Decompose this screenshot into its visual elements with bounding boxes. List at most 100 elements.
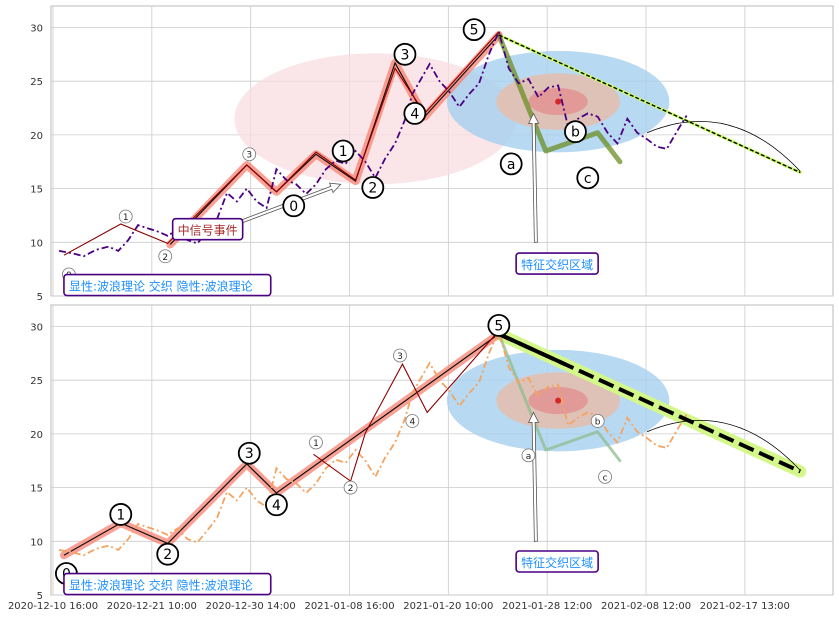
wave-label-small-circle (405, 414, 420, 428)
wave-center-line (63, 333, 500, 556)
x-tick-label: 2020-12-10 16:00 (8, 601, 98, 612)
wave-label-large: b (571, 125, 580, 141)
wave-label-large: 2 (163, 547, 172, 563)
top-wave-chart: 5101520253001234123450abc中信号事件特征交织区域显性:波… (30, 5, 834, 303)
trend-line-solid (498, 332, 567, 367)
price-series (58, 29, 688, 258)
wave-label-small-circle (521, 448, 536, 463)
wave-label-large-circle (109, 503, 133, 526)
wave-label-large: 1 (339, 144, 348, 160)
wave-label-large: 4 (272, 498, 281, 514)
wave-label-large: 1 (116, 507, 125, 523)
wave-label-large-circle (331, 139, 355, 163)
wave-label-small-circle (393, 348, 407, 363)
price-series (313, 330, 500, 483)
annotation-text: 中信号事件 (178, 223, 238, 238)
shared-x-axis: 2020-12-10 16:00 2020-12-21 10:00 2020-12-… (8, 601, 790, 612)
arrow-shape (527, 411, 540, 542)
wave-label-large-circle (487, 314, 511, 337)
arrow-shape (527, 112, 540, 243)
wave-label-small-circle (158, 249, 173, 264)
annotation-text: 特征交织区域 (521, 555, 593, 570)
x-tick-label: 2021-01-20 10:00 (403, 601, 493, 612)
x-tick-label: 2021-01-08 16:00 (304, 601, 394, 612)
wave-label-large-circle (156, 542, 180, 566)
wave-label-small: c (603, 473, 608, 483)
wave-label-small: 2 (162, 253, 168, 263)
y-tick-label: 20 (30, 131, 43, 142)
wave-label-large: 3 (245, 446, 254, 462)
wave-label-large-circle (499, 152, 523, 176)
annotation-arrow (527, 411, 540, 542)
annotation-arrow (527, 112, 540, 243)
y-tick-label: 15 (30, 484, 43, 495)
trend-line (498, 34, 801, 174)
price-series (58, 328, 688, 557)
y-tick-label: 10 (30, 238, 43, 249)
wave-label-large: a (507, 157, 516, 173)
price-series (63, 31, 500, 256)
annotation-text: 特征交织区域 (521, 257, 593, 272)
wave-label-small-circle (118, 209, 133, 224)
projection-arc (646, 420, 801, 471)
wave-label-small-circle (309, 435, 323, 450)
wave-label-large: 3 (400, 47, 409, 63)
annotation-text: 显性:波浪理论 交织 隐性:波浪理论 (69, 279, 253, 294)
wave-label-small: a (526, 452, 532, 462)
annotation-box (63, 572, 272, 596)
wave-label-small: 3 (397, 352, 403, 362)
projection-arc (646, 121, 801, 172)
wave-label-small: 4 (409, 418, 415, 428)
x-tick-label: 2020-12-21 10:00 (107, 601, 197, 612)
y-tick-label: 25 (30, 77, 43, 88)
annotation-box (63, 273, 272, 297)
annotation-text: 显性:波浪理论 交织 隐性:波浪理论 (69, 578, 253, 593)
wave-label-large: 2 (368, 181, 377, 197)
x-tick-label: 2021-02-17 13:00 (700, 601, 790, 612)
target-zone-center (555, 98, 562, 105)
annotation-box (171, 217, 244, 241)
wave-label-large-circle (237, 441, 261, 465)
wave-label-large-circle (265, 493, 288, 517)
wave-line (497, 332, 622, 463)
wave-label-large: 5 (494, 318, 503, 334)
y-tick-label: 5 (37, 292, 43, 303)
wave-label-small-circle (590, 414, 605, 428)
y-tick-label: 10 (30, 537, 43, 548)
wave-label-large: 0 (289, 199, 298, 215)
wave-label-large-circle (576, 166, 600, 190)
plot-frame (50, 304, 834, 596)
wave-label-large: 5 (470, 23, 479, 39)
y-tick-label: 25 (30, 376, 43, 387)
wave-label-large: c (584, 171, 592, 187)
wave-label-small: b (595, 418, 601, 428)
x-tick-label: 2021-01-28 12:00 (502, 601, 592, 612)
annotation-box (515, 550, 599, 573)
wave-label-small: 1 (313, 439, 319, 449)
target-zone-center (555, 397, 562, 404)
y-tick-label: 5 (37, 591, 43, 602)
wave-label-small: 2 (348, 484, 354, 494)
y-tick-label: 30 (30, 322, 43, 333)
wave-label-large-circle (282, 194, 306, 218)
wave-label-small: 3 (246, 151, 252, 161)
wave-label-small: 1 (123, 213, 129, 223)
x-tick-label: 2021-02-08 12:00 (601, 601, 691, 612)
y-tick-label: 15 (30, 185, 43, 196)
wave-label-large-circle (462, 18, 486, 42)
wave-label-large-circle (393, 42, 417, 66)
y-tick-label: 30 (30, 23, 43, 34)
wave-label-small-circle (242, 147, 257, 162)
annotation-box (515, 252, 599, 275)
wave-label-small-circle (343, 480, 358, 495)
wave-label-small-circle (598, 469, 612, 484)
plot-area: 01234123450abc (58, 18, 802, 282)
y-tick-label: 20 (30, 430, 43, 441)
wave-label-large: 4 (410, 106, 419, 122)
bottom-wave-chart: 510152025301234abc012345特征交织区域显性:波浪理论 交织… (30, 304, 834, 602)
plot-area: 1234abc012345 (55, 314, 807, 585)
wave-label-large-circle (564, 120, 587, 144)
wave-label-large-circle (361, 176, 385, 199)
x-tick-label: 2020-12-30 14:00 (206, 601, 296, 612)
